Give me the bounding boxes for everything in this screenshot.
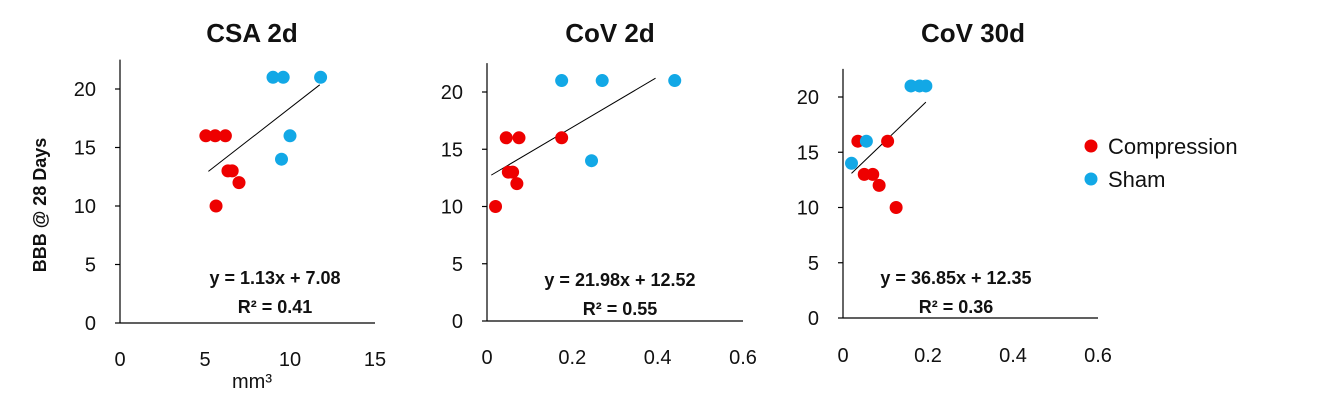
- legend-marker-sham: [1084, 172, 1098, 186]
- chart-title-csa-2d: CSA 2d: [206, 18, 298, 48]
- y-tick-label: 20: [797, 87, 819, 109]
- x-tick-label: 0.2: [914, 345, 942, 367]
- data-point-compression: [881, 134, 895, 148]
- data-point-compression: [208, 129, 222, 143]
- data-point-compression: [225, 164, 239, 178]
- y-tick-label: 0: [452, 311, 463, 333]
- y-tick-label: 10: [74, 196, 96, 218]
- y-tick-label: 15: [797, 142, 819, 164]
- data-point-sham: [595, 74, 609, 88]
- r-squared: R² = 0.55: [583, 299, 658, 319]
- r-squared: R² = 0.36: [919, 297, 994, 317]
- data-point-sham: [859, 134, 873, 148]
- data-point-compression: [506, 165, 520, 179]
- x-tick-label: 0.6: [1084, 345, 1112, 367]
- y-tick-label: 0: [85, 313, 96, 335]
- y-tick-label: 15: [74, 138, 96, 160]
- legend-label-sham: Sham: [1108, 167, 1165, 192]
- trendline: [491, 77, 656, 176]
- r-squared: R² = 0.41: [238, 297, 313, 317]
- data-point-sham: [276, 70, 290, 84]
- y-tick-label: 0: [808, 308, 819, 330]
- x-tick-label: 0: [114, 349, 125, 371]
- x-tick-label: 10: [279, 349, 301, 371]
- data-point-compression: [489, 200, 503, 213]
- data-point-compression: [866, 167, 880, 181]
- y-tick-label: 5: [85, 255, 96, 277]
- data-point-sham: [919, 79, 933, 93]
- x-tick-label: 0.6: [729, 347, 757, 369]
- y-tick-label: 20: [441, 82, 463, 104]
- trendline: [208, 84, 321, 172]
- y-tick-label: 5: [452, 254, 463, 276]
- chart-title-cov-30d: CoV 30d: [921, 18, 1025, 48]
- data-point-sham: [314, 70, 328, 84]
- data-point-sham: [845, 156, 858, 170]
- x-tick-label: 0: [481, 347, 492, 369]
- regression-equation: y = 1.13x + 7.08: [209, 268, 340, 288]
- data-point-sham: [668, 74, 682, 88]
- data-point-compression: [199, 129, 213, 143]
- x-axis-label: mm³: [232, 371, 272, 393]
- legend-marker-compression: [1084, 139, 1098, 153]
- panel-csa-2d: CSA 2d 0 5 10 15 20 0 5 10 15 mm³ y = 1.13x + 7.08 R…: [74, 18, 386, 393]
- x-tick-label: 0.2: [558, 347, 586, 369]
- data-point-compression: [218, 129, 232, 143]
- y-tick-label: 20: [74, 79, 96, 101]
- x-tick-label: 0.4: [999, 345, 1027, 367]
- data-point-compression: [499, 131, 513, 145]
- chart-title-cov-2d: CoV 2d: [565, 18, 655, 48]
- data-point-sham: [555, 74, 569, 88]
- data-point-compression: [872, 178, 886, 192]
- legend-label-compression: Compression: [1108, 134, 1238, 159]
- regression-equation: y = 21.98x + 12.52: [544, 270, 695, 290]
- x-tick-label: 5: [199, 349, 210, 371]
- x-tick-label: 15: [364, 349, 386, 371]
- x-tick-label: 0: [837, 345, 848, 367]
- data-point-sham: [585, 154, 599, 168]
- y-axis-label: BBB @ 28 Days: [30, 138, 50, 273]
- y-tick-label: 15: [441, 139, 463, 161]
- data-point-compression: [512, 131, 526, 145]
- legend: Compression Sham: [1084, 134, 1238, 192]
- data-point-compression: [555, 131, 569, 145]
- data-point-compression: [510, 177, 524, 191]
- data-point-sham: [283, 129, 297, 143]
- y-tick-label: 10: [441, 197, 463, 219]
- data-point-sham: [266, 70, 280, 84]
- data-point-compression: [209, 199, 223, 213]
- y-tick-label: 10: [797, 198, 819, 220]
- y-tick-label: 5: [808, 253, 819, 275]
- x-tick-label: 0.4: [644, 347, 672, 369]
- data-point-compression: [232, 176, 246, 190]
- panel-cov-30d: CoV 30d 0 5 10 15 20 0 0.2 0.4 0.6 y = 36.85x + 12…: [797, 18, 1112, 367]
- panel-cov-2d: CoV 2d 0 5 10 15 20 0 0.2 0.4 0.6 y = 21.98x + 12.…: [441, 18, 757, 369]
- regression-equation: y = 36.85x + 12.35: [880, 268, 1031, 288]
- data-point-compression: [889, 201, 903, 214]
- data-point-sham: [275, 152, 288, 166]
